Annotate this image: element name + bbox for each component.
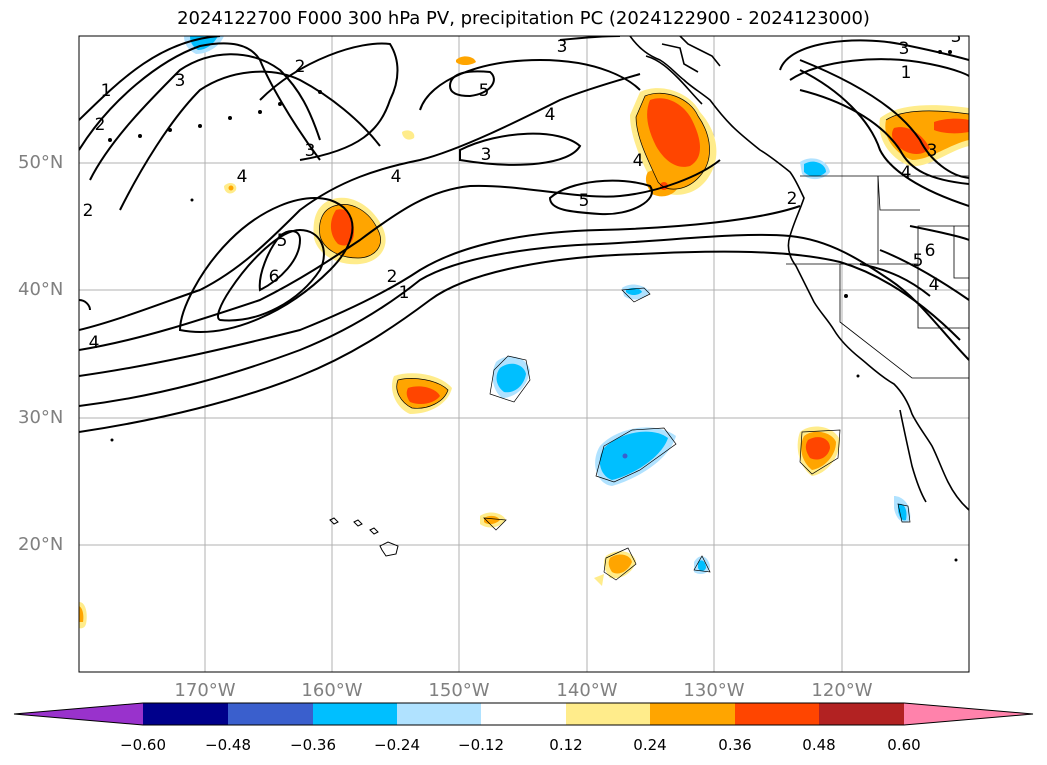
lon-label-140w: 140°W [556, 680, 618, 701]
colorbar-extend-min [14, 703, 143, 725]
colorbar-tick: −0.60 [120, 736, 166, 754]
map-panel: 1 2 3 2 3 4 2 5 3 3 4 4 5 6 2 1 4 4 5 6 … [79, 27, 969, 672]
contour-label: 1 [901, 63, 912, 83]
colorbar-segment [228, 703, 313, 725]
borders [786, 175, 969, 379]
contour-label: 3 [899, 39, 910, 59]
contour-label: 5 [479, 81, 490, 101]
map-frame [78, 35, 970, 673]
colorbar-tick: 0.12 [549, 736, 583, 754]
colorbar [13, 702, 1034, 726]
colorbar-segment [397, 703, 481, 725]
contour-label: 3 [927, 141, 938, 161]
colorbar-tick: 0.24 [633, 736, 667, 754]
islands [108, 50, 958, 562]
lon-label-120w: 120°W [811, 680, 873, 701]
colorbar-tick: −0.24 [374, 736, 420, 754]
contour-label: 2 [83, 201, 94, 221]
contour-label: 4 [545, 105, 556, 125]
contour-label: 2 [295, 57, 306, 77]
contour-label: 2 [95, 115, 106, 135]
graticule [79, 36, 969, 672]
colorbar-segment [481, 703, 566, 725]
lon-label-160w: 160°W [301, 680, 363, 701]
lat-label-20n: 20°N [18, 534, 64, 555]
contour-label: 4 [929, 275, 940, 295]
colorbar-segment [143, 703, 228, 725]
contour-label: 5 [913, 251, 924, 271]
colorbar-tick: 0.48 [802, 736, 836, 754]
contour-label: 4 [89, 333, 100, 353]
contour-label: 3 [305, 141, 316, 161]
contour-label: 4 [237, 167, 248, 187]
contour-label: 6 [269, 267, 280, 287]
contour-label: 3 [951, 27, 962, 47]
colorbar-segment [566, 703, 650, 725]
colorbar-tick: −0.48 [205, 736, 251, 754]
precip-outline [319, 92, 969, 581]
coastlines [629, 36, 969, 511]
pv-contours [79, 36, 969, 433]
contour-label: 6 [925, 241, 936, 261]
colorbar-tick: −0.12 [458, 736, 504, 754]
map-title: 2024122700 F000 300 hPa PV, precipitatio… [177, 8, 870, 29]
lon-label-150w: 150°W [428, 680, 490, 701]
colorbar-tick: 0.60 [887, 736, 921, 754]
contour-labels: 1 2 3 2 3 4 2 5 3 3 4 4 5 6 2 1 4 4 5 6 … [83, 27, 962, 353]
contour-label: 2 [787, 189, 798, 209]
colorbar-outline [13, 702, 1034, 726]
colorbar-extend-max [904, 703, 1033, 725]
contour-label: 4 [633, 151, 644, 171]
lat-label-40n: 40°N [18, 279, 64, 300]
contour-label: 4 [901, 163, 912, 183]
contour-label: 1 [399, 283, 410, 303]
colorbar-segment [735, 703, 819, 725]
contour-label: 3 [175, 71, 186, 91]
colorbar-segment [313, 703, 397, 725]
contour-label: 3 [481, 145, 492, 165]
contour-label: 1 [101, 81, 112, 101]
colorbar-segment [650, 703, 735, 725]
lon-label-130w: 130°W [683, 680, 745, 701]
colorbar-tick: −0.36 [290, 736, 336, 754]
colorbar-segment [819, 703, 904, 725]
contour-label: 4 [391, 167, 402, 187]
lat-label-30n: 30°N [18, 407, 64, 428]
lon-label-170w: 170°W [174, 680, 236, 701]
contour-label: 5 [277, 231, 288, 251]
contour-label: 3 [557, 37, 568, 57]
contour-label: 5 [579, 191, 590, 211]
contour-label: 2 [387, 267, 398, 287]
lat-label-50n: 50°N [18, 152, 64, 173]
colorbar-tick: 0.36 [718, 736, 752, 754]
